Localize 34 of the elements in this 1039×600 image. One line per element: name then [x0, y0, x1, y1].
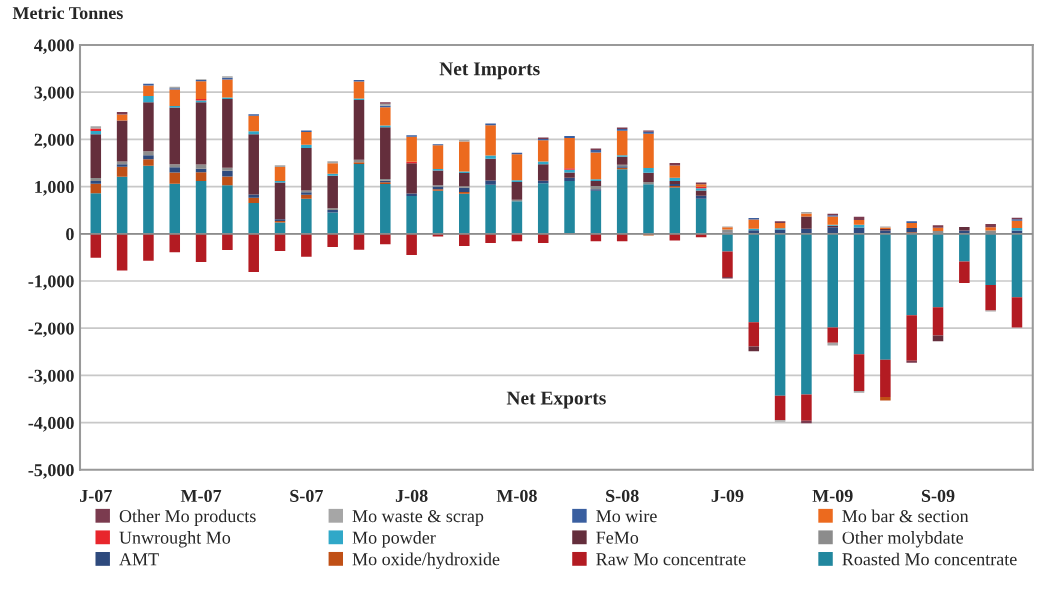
y-tick-label: -2,000: [28, 322, 74, 338]
x-tick-label: J-07: [80, 489, 112, 502]
y-tick-label: -5,000: [28, 464, 74, 479]
x-tick-label: J-08: [395, 489, 428, 502]
legend-label: Unwrought Mo: [119, 531, 231, 548]
legend-label: FeMo: [596, 531, 639, 544]
legend-label: Mo wire: [596, 510, 657, 523]
y-tick-label: -1,000: [28, 275, 74, 291]
x-tick-label: S-08: [606, 489, 639, 502]
annotation: Net Exports: [506, 391, 606, 409]
annotation: Net Imports: [439, 62, 540, 80]
x-tick-label: S-09: [921, 489, 955, 502]
y-tick-label: 3,000: [34, 86, 74, 102]
legend-label: Roasted Mo concentrate: [842, 552, 1017, 566]
legend-label: Other molybdate: [842, 531, 964, 548]
legend-label: Mo waste & scrap: [352, 510, 484, 526]
x-tick-label: M-08: [496, 489, 537, 502]
y-tick-label: 0: [66, 228, 74, 241]
x-tick-label: M-07: [180, 489, 222, 502]
legend-label: Mo powder: [352, 531, 436, 548]
x-tick-label: J-09: [711, 489, 744, 502]
x-tick-label: S-07: [290, 489, 323, 502]
y-tick-label: -4,000: [28, 416, 74, 432]
legend-label: Other Mo products: [119, 509, 256, 526]
y-tick-label: -3,000: [28, 369, 74, 385]
y-axis-title: Metric Tonnes: [12, 6, 123, 20]
legend-label: AMT: [119, 553, 159, 566]
x-tick-label: M-09: [812, 489, 853, 502]
legend-label: Raw Mo concentrate: [596, 553, 746, 566]
y-tick-label: 2,000: [34, 133, 74, 149]
legend-label: Mo oxide/hydroxide: [352, 552, 500, 570]
y-tick-label: 4,000: [34, 39, 74, 55]
legend-label: Mo bar & section: [842, 509, 969, 523]
y-tick-label: 1,000: [35, 180, 74, 196]
